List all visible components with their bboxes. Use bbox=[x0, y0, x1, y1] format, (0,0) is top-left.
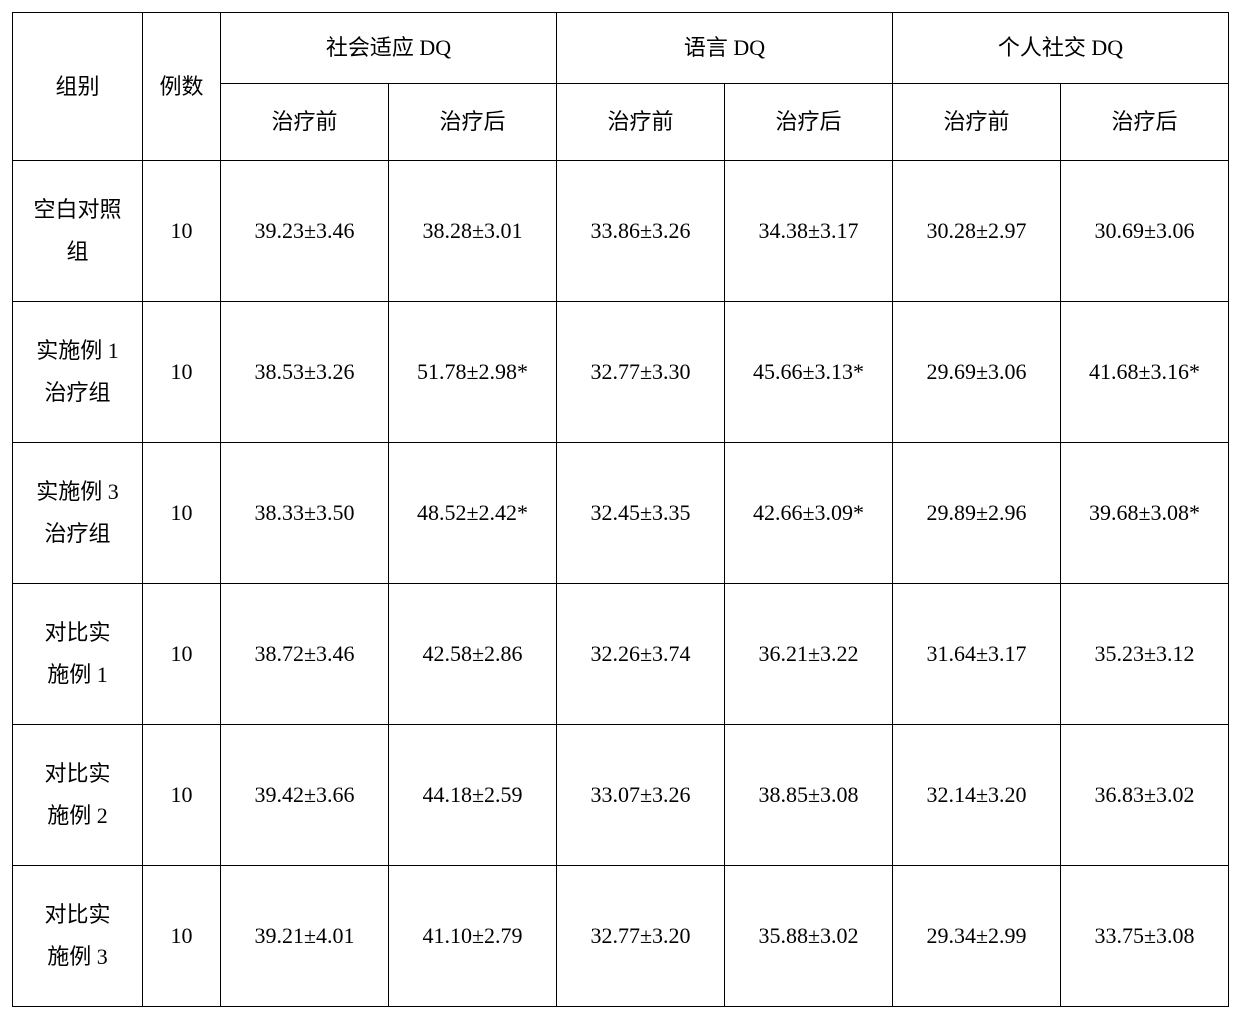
table-row: 对比实施例 31039.21±4.0141.10±2.7932.77±3.203… bbox=[13, 866, 1229, 1007]
cell-value: 31.64±3.17 bbox=[893, 584, 1061, 725]
cell-value: 39.68±3.08* bbox=[1061, 443, 1229, 584]
row-n: 10 bbox=[143, 302, 221, 443]
cell-value: 44.18±2.59 bbox=[389, 725, 557, 866]
cell-value: 36.21±3.22 bbox=[725, 584, 893, 725]
row-label-line2: 施例 3 bbox=[47, 944, 108, 969]
row-label: 对比实施例 1 bbox=[13, 584, 143, 725]
cell-value: 38.28±3.01 bbox=[389, 161, 557, 302]
row-label-line2: 施例 1 bbox=[47, 662, 108, 687]
table-row: 实施例 1 治疗组 1038.53±3.2651.78±2.98*32.77±3.3… bbox=[13, 302, 1229, 443]
row-label-text: 空白对照组 bbox=[33, 189, 121, 273]
cell-value: 38.85±3.08 bbox=[725, 725, 893, 866]
table-row: 空白对照组 1039.23±3.4638.28±3.0133.86±3.2634.… bbox=[13, 161, 1229, 302]
row-label-text: 对比实施例 1 bbox=[44, 612, 110, 696]
row-label-line2: 施例 2 bbox=[47, 803, 108, 828]
cell-value: 48.52±2.42* bbox=[389, 443, 557, 584]
cell-value: 39.21±4.01 bbox=[221, 866, 389, 1007]
cell-value: 42.58±2.86 bbox=[389, 584, 557, 725]
header-after-2: 治疗后 bbox=[1061, 84, 1229, 161]
row-n: 10 bbox=[143, 443, 221, 584]
cell-value: 33.86±3.26 bbox=[557, 161, 725, 302]
header-after-1: 治疗后 bbox=[725, 84, 893, 161]
cell-value: 45.66±3.13* bbox=[725, 302, 893, 443]
cell-value: 39.23±3.46 bbox=[221, 161, 389, 302]
cell-value: 32.77±3.20 bbox=[557, 866, 725, 1007]
header-metric-1: 语言 DQ bbox=[557, 13, 893, 84]
cell-value: 33.75±3.08 bbox=[1061, 866, 1229, 1007]
row-label-line2: 组 bbox=[66, 239, 88, 264]
row-n: 10 bbox=[143, 866, 221, 1007]
table-row: 对比实施例 11038.72±3.4642.58±2.8632.26±3.743… bbox=[13, 584, 1229, 725]
row-label: 实施例 1 治疗组 bbox=[13, 302, 143, 443]
cell-value: 30.69±3.06 bbox=[1061, 161, 1229, 302]
row-label-text: 实施例 1 治疗组 bbox=[36, 330, 119, 414]
row-label-line1: 对比实 bbox=[44, 620, 110, 645]
cell-value: 38.72±3.46 bbox=[221, 584, 389, 725]
table-row: 对比实施例 21039.42±3.6644.18±2.5933.07±3.263… bbox=[13, 725, 1229, 866]
row-label: 对比实施例 2 bbox=[13, 725, 143, 866]
row-label-line2: 治疗组 bbox=[44, 521, 110, 546]
cell-value: 32.14±3.20 bbox=[893, 725, 1061, 866]
cell-value: 34.38±3.17 bbox=[725, 161, 893, 302]
row-label-line1: 对比实 bbox=[44, 902, 110, 927]
header-group: 组别 bbox=[13, 13, 143, 161]
header-before-1: 治疗前 bbox=[557, 84, 725, 161]
row-label-line2: 治疗组 bbox=[44, 380, 110, 405]
row-label-text: 实施例 3 治疗组 bbox=[36, 471, 119, 555]
row-label-line1: 对比实 bbox=[44, 761, 110, 786]
cell-value: 36.83±3.02 bbox=[1061, 725, 1229, 866]
cell-value: 35.88±3.02 bbox=[725, 866, 893, 1007]
cell-value: 30.28±2.97 bbox=[893, 161, 1061, 302]
table-row: 实施例 3 治疗组 1038.33±3.5048.52±2.42*32.45±3.3… bbox=[13, 443, 1229, 584]
header-before-0: 治疗前 bbox=[221, 84, 389, 161]
cell-value: 41.68±3.16* bbox=[1061, 302, 1229, 443]
row-label-text: 对比实施例 2 bbox=[44, 753, 110, 837]
row-n: 10 bbox=[143, 161, 221, 302]
row-label: 对比实施例 3 bbox=[13, 866, 143, 1007]
cell-value: 32.26±3.74 bbox=[557, 584, 725, 725]
row-label: 实施例 3 治疗组 bbox=[13, 443, 143, 584]
cell-value: 41.10±2.79 bbox=[389, 866, 557, 1007]
row-label: 空白对照组 bbox=[13, 161, 143, 302]
row-n: 10 bbox=[143, 584, 221, 725]
cell-value: 29.69±3.06 bbox=[893, 302, 1061, 443]
cell-value: 29.34±2.99 bbox=[893, 866, 1061, 1007]
cell-value: 38.53±3.26 bbox=[221, 302, 389, 443]
cell-value: 35.23±3.12 bbox=[1061, 584, 1229, 725]
row-label-line1: 实施例 3 bbox=[36, 479, 119, 504]
cell-value: 51.78±2.98* bbox=[389, 302, 557, 443]
header-metric-2: 个人社交 DQ bbox=[893, 13, 1229, 84]
header-n: 例数 bbox=[143, 13, 221, 161]
header-metric-0: 社会适应 DQ bbox=[221, 13, 557, 84]
row-label-text: 对比实施例 3 bbox=[44, 894, 110, 978]
cell-value: 38.33±3.50 bbox=[221, 443, 389, 584]
cell-value: 32.45±3.35 bbox=[557, 443, 725, 584]
cell-value: 29.89±2.96 bbox=[893, 443, 1061, 584]
row-label-line1: 实施例 1 bbox=[36, 338, 119, 363]
row-n: 10 bbox=[143, 725, 221, 866]
cell-value: 32.77±3.30 bbox=[557, 302, 725, 443]
cell-value: 33.07±3.26 bbox=[557, 725, 725, 866]
cell-value: 42.66±3.09* bbox=[725, 443, 893, 584]
row-label-line1: 空白对照 bbox=[33, 197, 121, 222]
header-after-0: 治疗后 bbox=[389, 84, 557, 161]
dq-comparison-table: 组别 例数 社会适应 DQ 语言 DQ 个人社交 DQ 治疗前 治疗后 治疗前 … bbox=[12, 12, 1229, 1007]
header-before-2: 治疗前 bbox=[893, 84, 1061, 161]
cell-value: 39.42±3.66 bbox=[221, 725, 389, 866]
